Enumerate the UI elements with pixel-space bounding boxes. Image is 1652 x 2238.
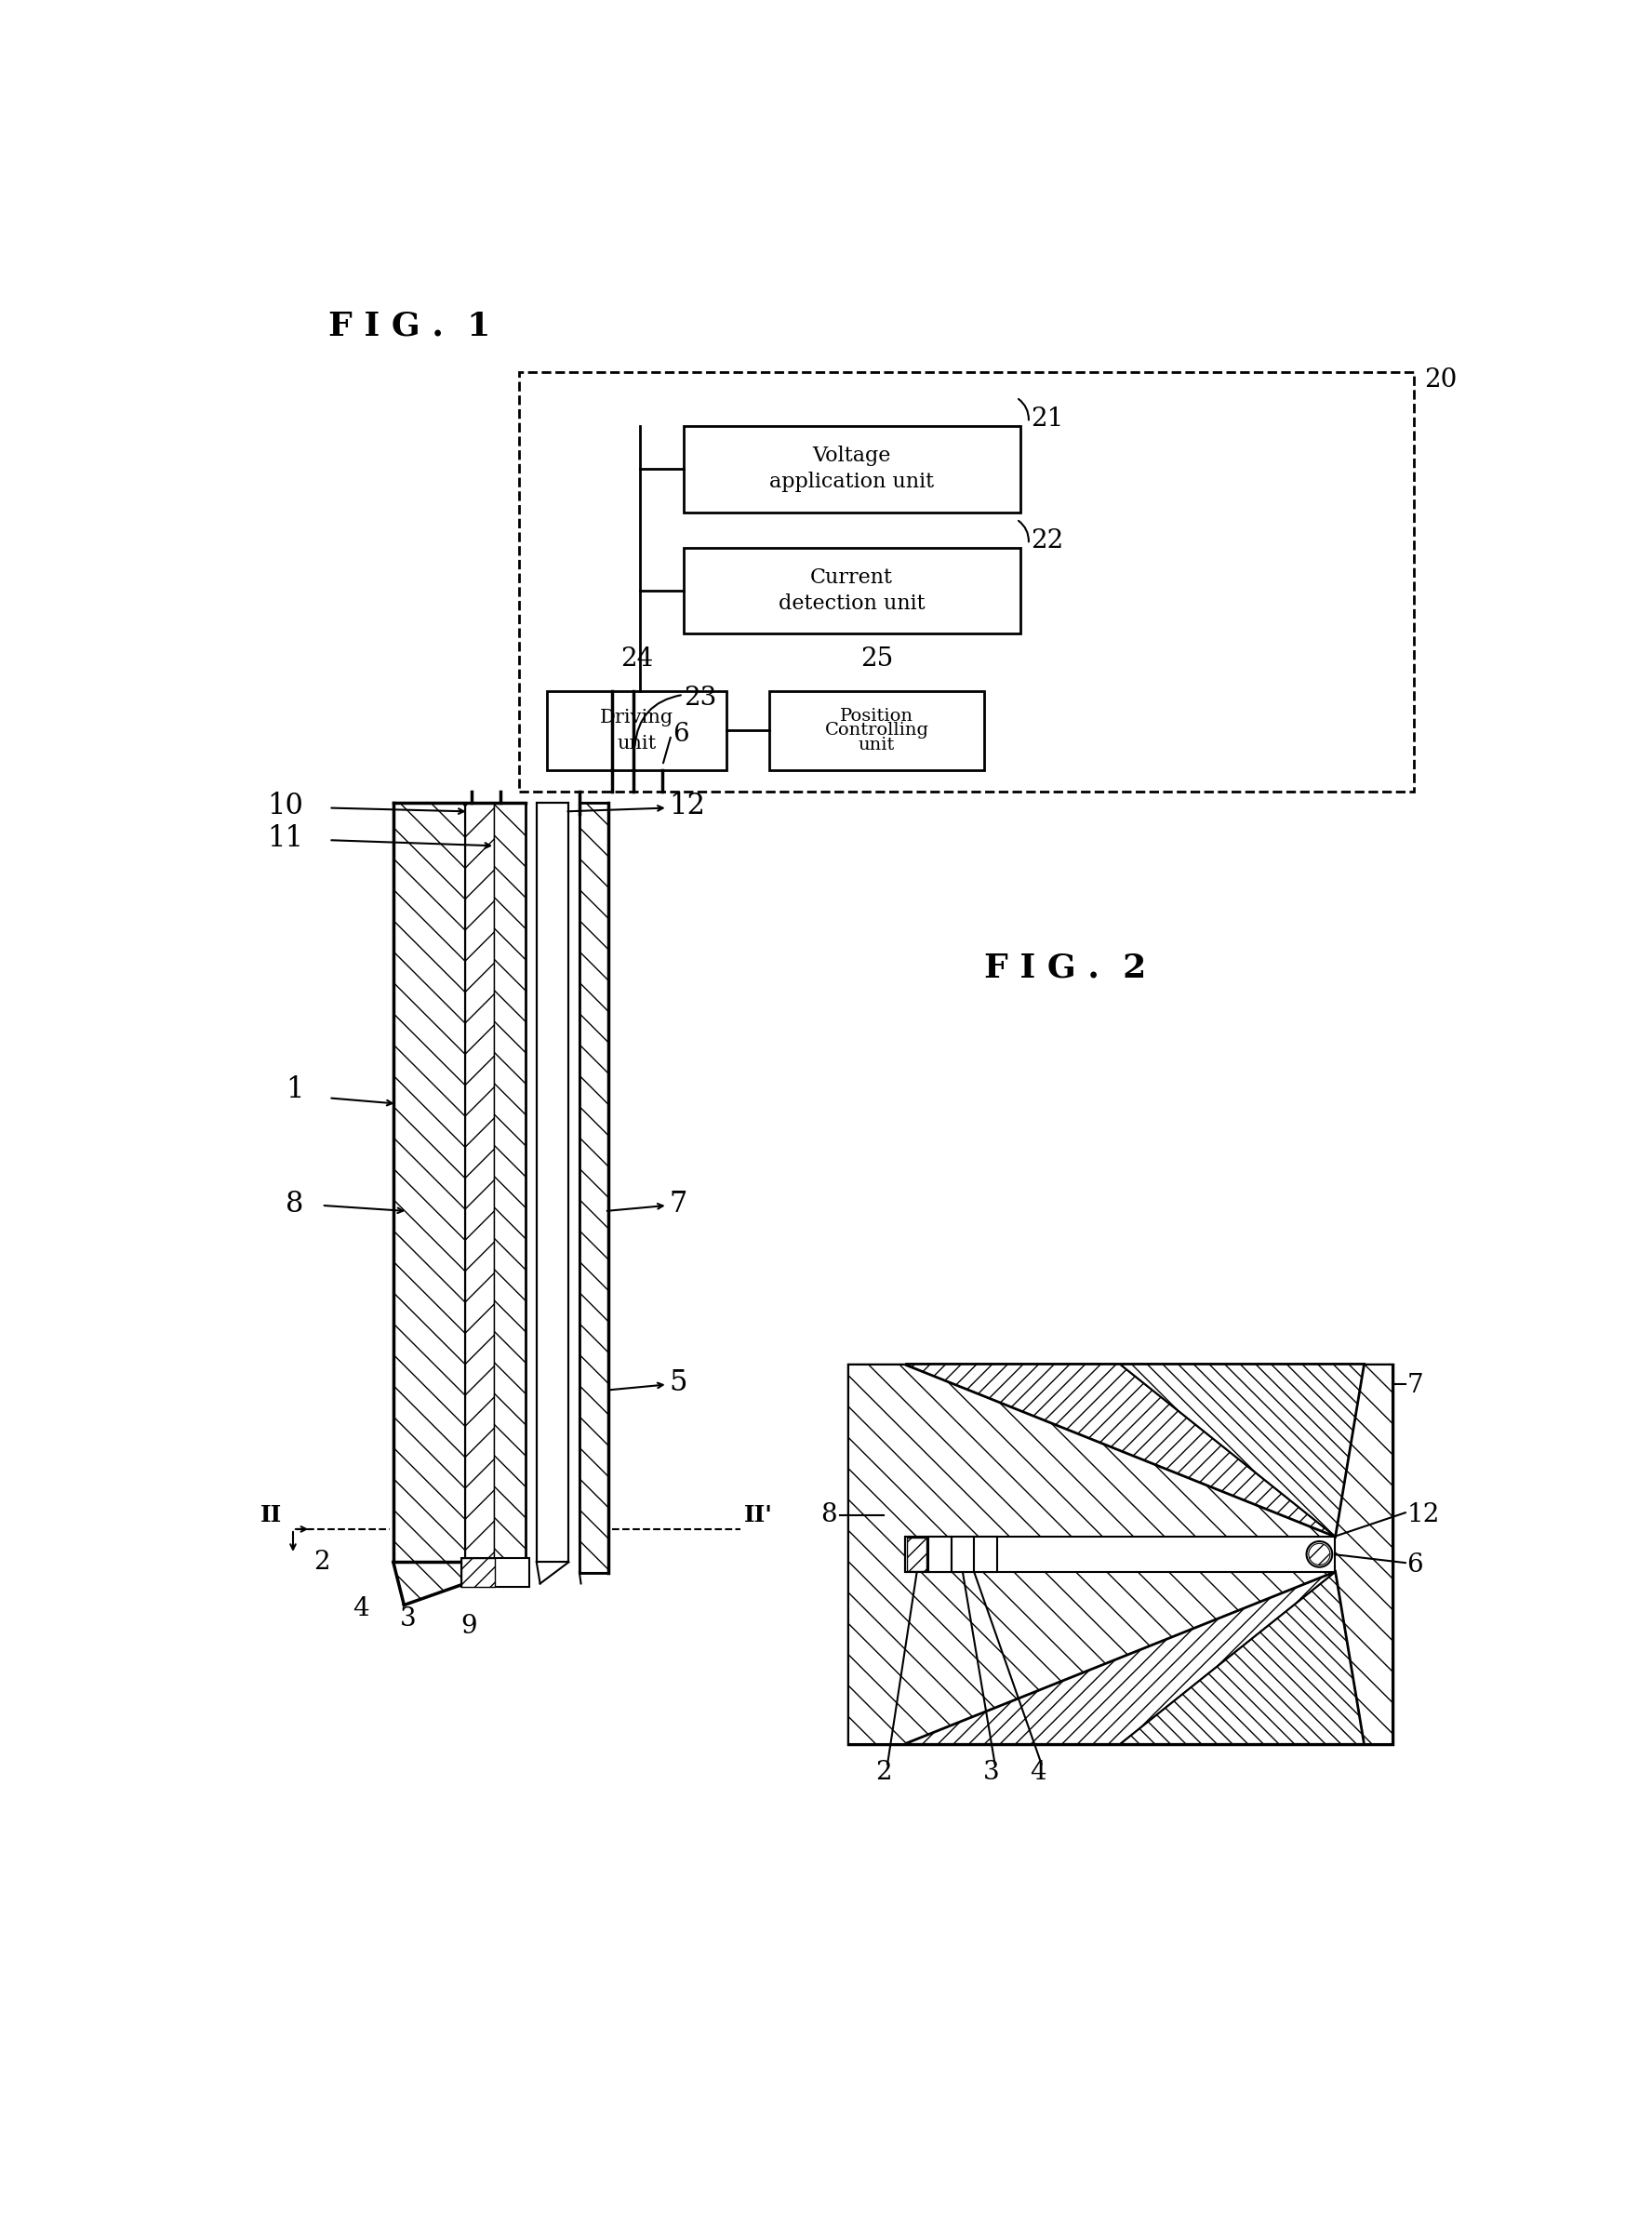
Bar xyxy=(847,1365,1393,1743)
Text: 6: 6 xyxy=(672,721,689,747)
Text: 12: 12 xyxy=(1408,1502,1439,1526)
Bar xyxy=(461,1558,529,1587)
Bar xyxy=(928,1535,952,1571)
Polygon shape xyxy=(1120,1365,1365,1535)
Bar xyxy=(547,692,727,770)
Circle shape xyxy=(1308,1544,1330,1564)
Polygon shape xyxy=(1120,1571,1365,1743)
Text: unit: unit xyxy=(618,734,656,752)
Bar xyxy=(905,1535,928,1571)
Text: II: II xyxy=(261,1504,282,1526)
Text: F I G .  1: F I G . 1 xyxy=(329,311,491,342)
Polygon shape xyxy=(393,1562,525,1605)
Polygon shape xyxy=(905,1365,1335,1535)
Polygon shape xyxy=(905,1365,1365,1535)
Bar xyxy=(847,1365,1393,1743)
Text: 11: 11 xyxy=(268,824,304,853)
Text: 7: 7 xyxy=(669,1191,687,1217)
Text: 9: 9 xyxy=(461,1614,477,1638)
Bar xyxy=(770,692,985,770)
Text: 7: 7 xyxy=(1408,1374,1424,1399)
Text: 8: 8 xyxy=(821,1502,838,1526)
Text: Current: Current xyxy=(809,568,894,589)
Bar xyxy=(393,803,464,1562)
Text: 3: 3 xyxy=(983,1759,999,1786)
Text: 12: 12 xyxy=(669,792,705,821)
Text: 5: 5 xyxy=(669,1370,687,1397)
Text: 6: 6 xyxy=(1408,1553,1422,1578)
Text: 4: 4 xyxy=(1029,1759,1046,1786)
Text: II': II' xyxy=(745,1504,773,1526)
Bar xyxy=(905,1535,1335,1571)
Text: 1: 1 xyxy=(286,1074,304,1103)
Text: application unit: application unit xyxy=(770,472,933,492)
Text: Driving: Driving xyxy=(600,709,674,727)
Bar xyxy=(461,1558,496,1587)
Bar xyxy=(537,803,568,1562)
Bar xyxy=(684,548,1019,633)
Text: 24: 24 xyxy=(621,647,653,671)
Bar xyxy=(975,1535,998,1571)
Text: Controlling: Controlling xyxy=(824,723,928,739)
Text: 2: 2 xyxy=(876,1759,892,1786)
Text: 22: 22 xyxy=(1031,528,1064,553)
Polygon shape xyxy=(905,1571,1365,1743)
Text: unit: unit xyxy=(859,736,895,754)
Bar xyxy=(464,803,494,1562)
Text: 21: 21 xyxy=(1031,407,1064,432)
Text: Position: Position xyxy=(839,707,914,725)
Text: 10: 10 xyxy=(268,792,304,821)
Bar xyxy=(907,1538,927,1571)
Text: 23: 23 xyxy=(684,685,715,712)
Text: detection unit: detection unit xyxy=(778,593,925,613)
Text: 8: 8 xyxy=(286,1191,304,1217)
Text: 3: 3 xyxy=(400,1607,416,1632)
Text: 20: 20 xyxy=(1424,367,1457,392)
Text: Voltage: Voltage xyxy=(813,445,890,466)
Text: F I G .  2: F I G . 2 xyxy=(985,951,1146,982)
Text: 4: 4 xyxy=(354,1596,370,1620)
Bar xyxy=(580,803,608,1573)
Text: 25: 25 xyxy=(861,647,894,671)
Bar xyxy=(519,372,1414,792)
Polygon shape xyxy=(905,1571,1335,1743)
Circle shape xyxy=(1307,1542,1332,1567)
Text: 2: 2 xyxy=(314,1549,330,1576)
Bar xyxy=(684,425,1019,513)
Bar xyxy=(494,803,525,1562)
Bar xyxy=(952,1535,975,1571)
